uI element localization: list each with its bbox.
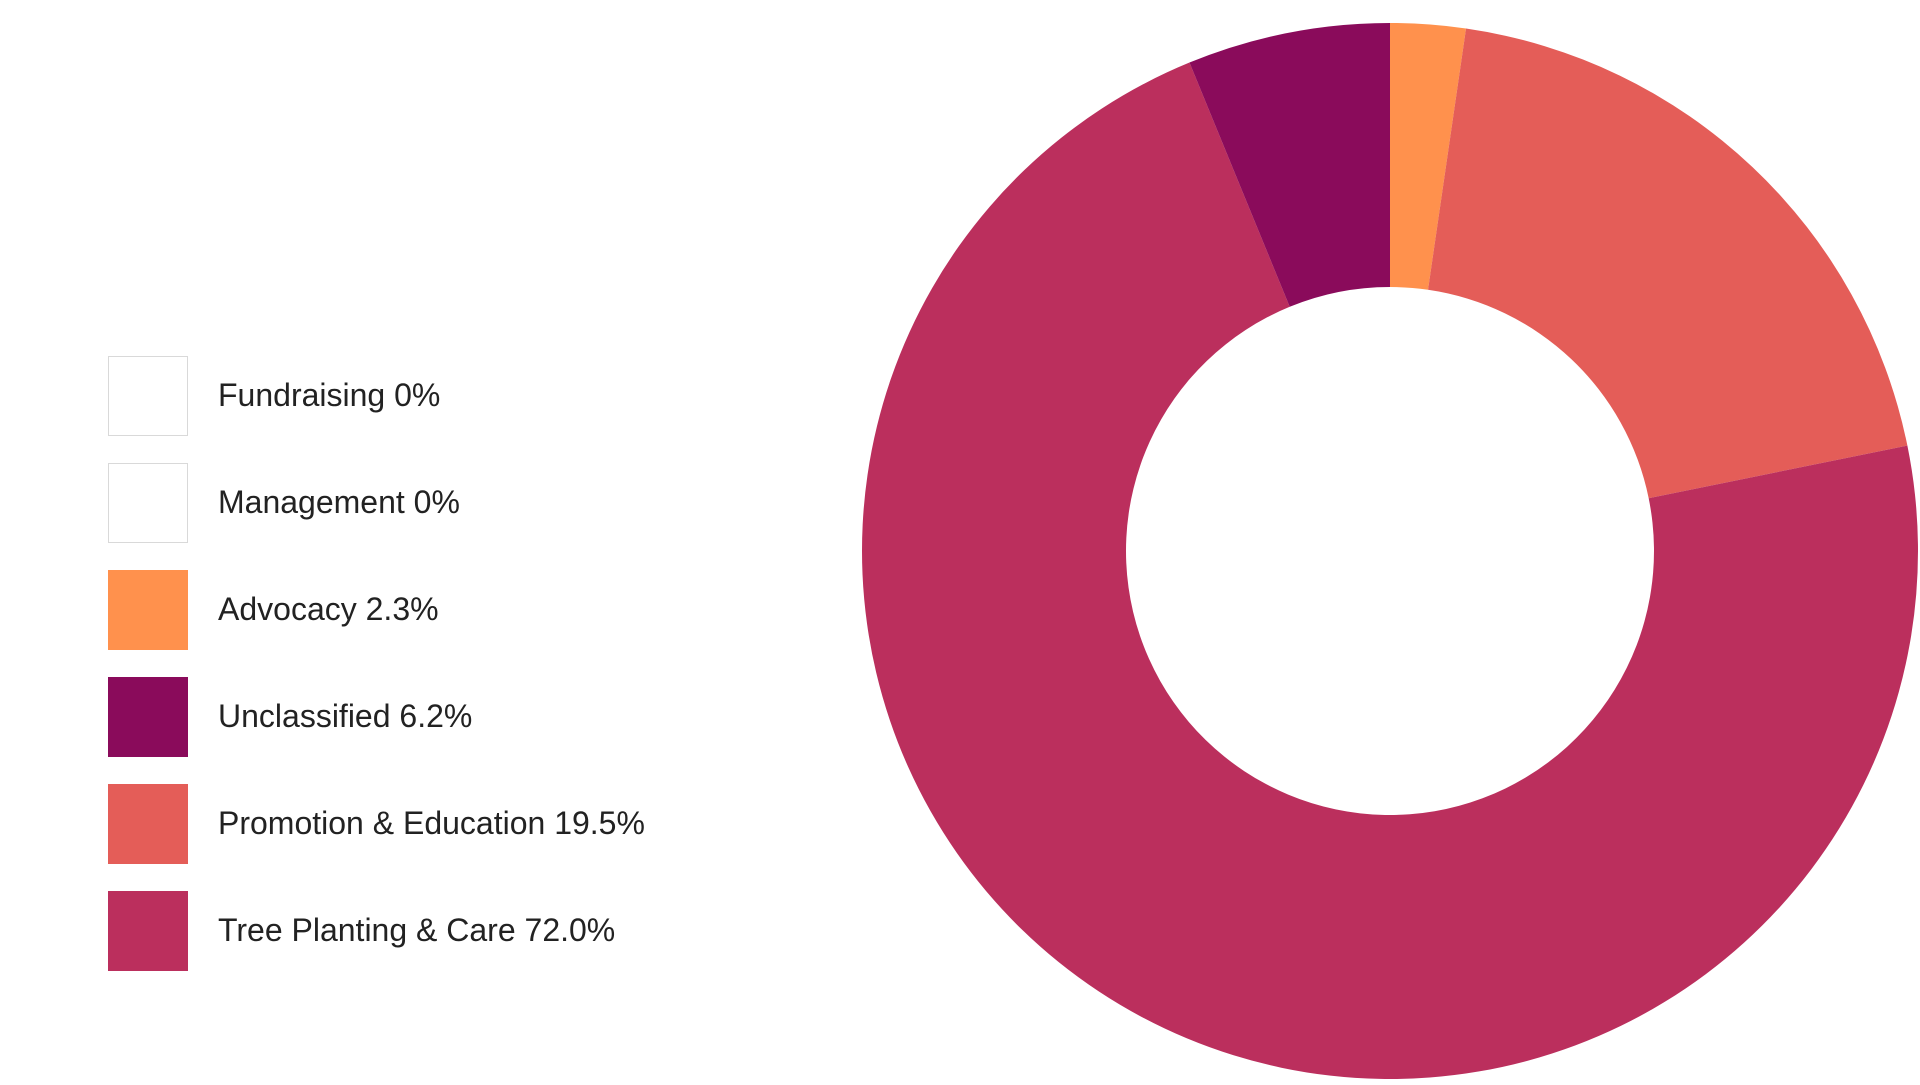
legend-item-unclassified: Unclassified 6.2% [108,676,728,757]
legend-swatch-advocacy [108,569,188,650]
donut-slice-tree-planting-care [861,62,1919,1080]
legend-label-fundraising: Fundraising 0% [218,377,441,413]
donut-slice-promotion-education [1428,28,1908,499]
legend-swatch-unclassified [108,676,188,757]
donut-slice-unclassified [1189,22,1390,307]
chart-legend: Fundraising 0% Management 0% Advocacy 2.… [108,355,728,997]
legend-item-advocacy: Advocacy 2.3% [108,569,728,650]
legend-label-advocacy: Advocacy 2.3% [218,591,439,627]
legend-item-promotion-education: Promotion & Education 19.5% [108,783,728,864]
legend-item-management: Management 0% [108,462,728,543]
legend-swatch-fundraising [108,355,188,436]
donut-slice-advocacy [1390,23,1467,290]
legend-item-tree-planting-care: Tree Planting & Care 72.0% [108,890,728,971]
legend-label-unclassified: Unclassified 6.2% [218,698,473,734]
legend-label-promotion-education: Promotion & Education 19.5% [218,805,645,841]
legend-label-management: Management 0% [218,484,460,520]
legend-swatch-management [108,462,188,543]
legend-swatch-promotion-education [108,783,188,864]
legend-label-tree-planting-care: Tree Planting & Care 72.0% [218,912,616,948]
legend-item-fundraising: Fundraising 0% [108,355,728,436]
legend-swatch-tree-planting-care [108,890,188,971]
